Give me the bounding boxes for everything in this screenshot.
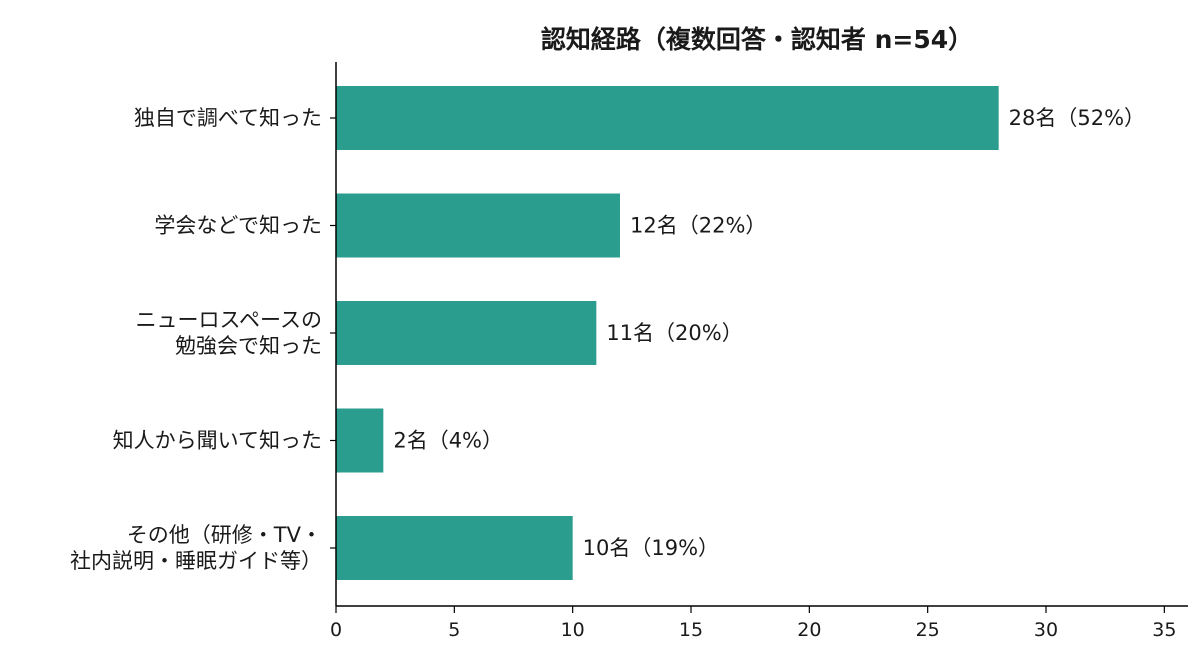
category-label: 社内説明・睡眠ガイド等） [70, 549, 322, 573]
x-tick-label: 0 [330, 619, 342, 641]
data-label: 11名（20%） [606, 321, 742, 345]
data-label: 12名（22%） [630, 214, 766, 238]
x-tick-label: 25 [916, 619, 940, 641]
bar [336, 516, 573, 580]
category-label: その他（研修・TV・ [127, 523, 322, 547]
bar [336, 193, 620, 258]
category-label: 知人から聞いて知った [113, 429, 322, 453]
bar [336, 408, 384, 473]
data-labels-group: 28名（52%） 12名（22%） 11名（20%） 2名（4%） 10名（19%） [393, 106, 1145, 560]
x-tick-label: 20 [797, 619, 821, 641]
category-label: 学会などで知った [154, 214, 322, 238]
category-label: ニューロスペースの [136, 308, 322, 332]
category-label: 独自で調べて知った [134, 106, 322, 130]
x-tick-label: 30 [1034, 619, 1058, 641]
data-label: 10名（19%） [583, 536, 719, 560]
data-label: 2名（4%） [393, 429, 503, 453]
data-label: 28名（52%） [1009, 106, 1145, 130]
category-labels-group: 独自で調べて知った学会などで知ったニューロスペースの勉強会で知った知人から聞いて… [70, 106, 322, 573]
x-tick-label: 5 [448, 619, 460, 641]
bar [336, 301, 597, 365]
bar [336, 86, 999, 150]
axes-group: 0 5 10 15 20 25 30 35 [330, 62, 1188, 641]
category-label: 勉強会で知った [175, 334, 322, 358]
x-tick-label: 15 [679, 619, 703, 641]
x-tick-label: 35 [1152, 619, 1176, 641]
bars-group [336, 86, 999, 580]
x-tick-label: 10 [561, 619, 585, 641]
chart-title: 認知経路（複数回答・認知者 n=54） [541, 25, 973, 54]
